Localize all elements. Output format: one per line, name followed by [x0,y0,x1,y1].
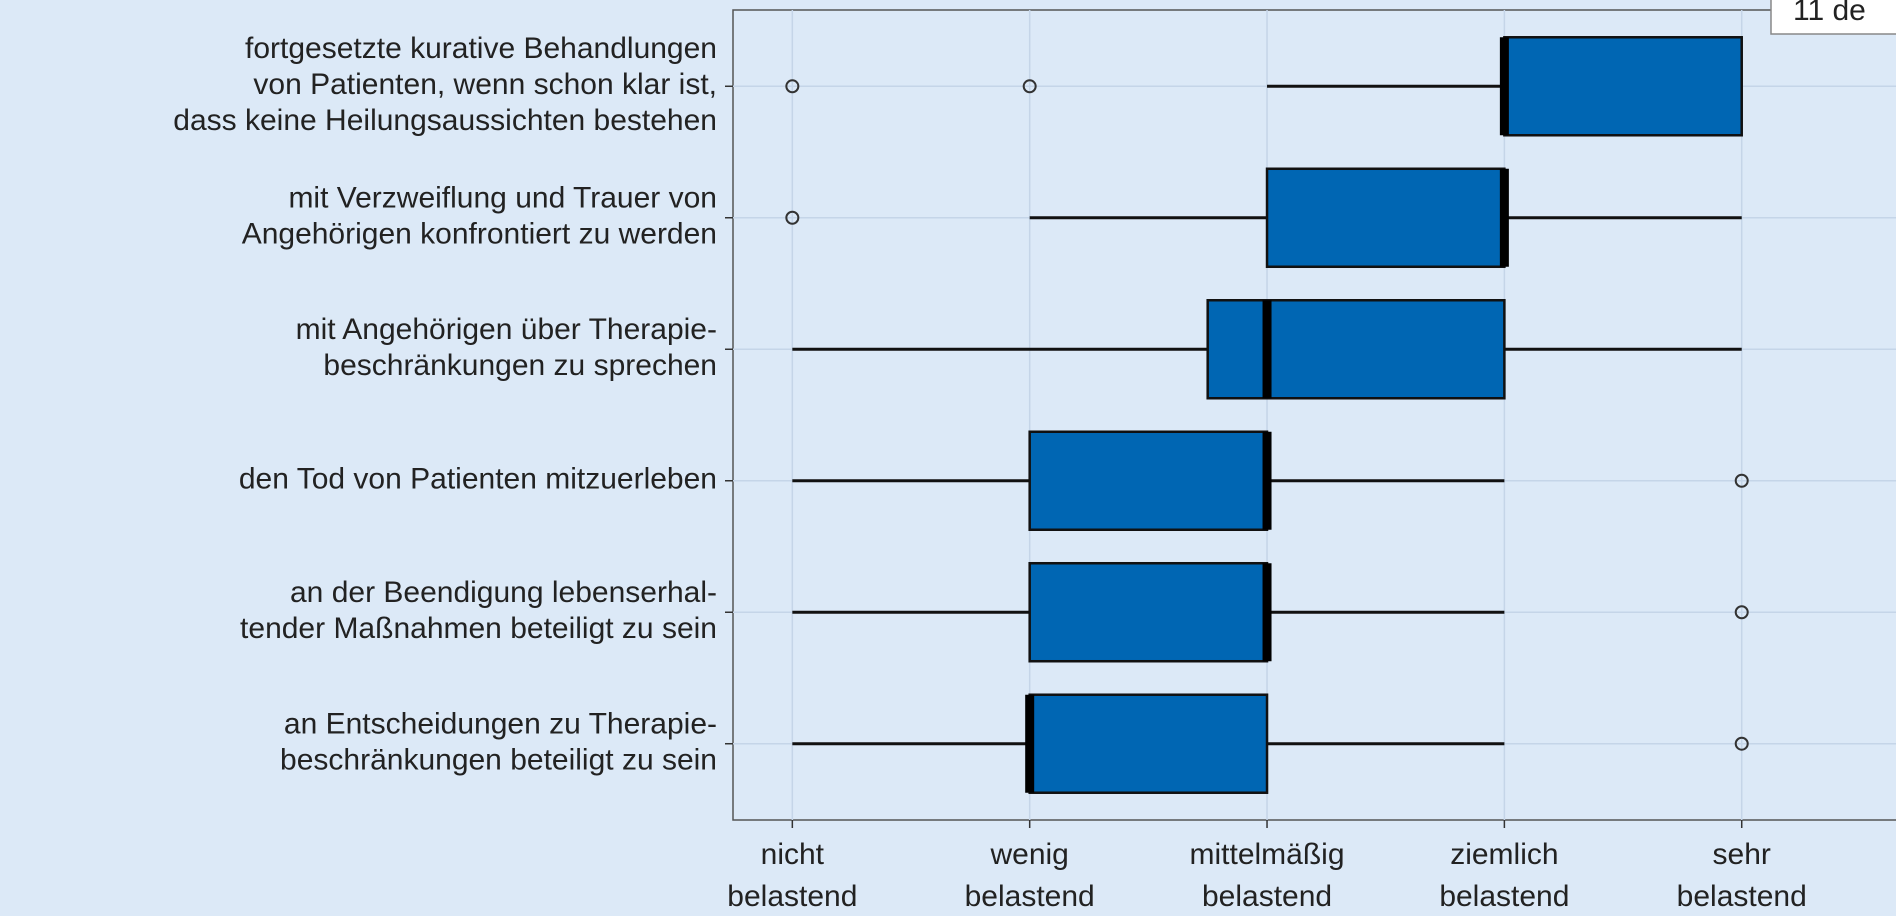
outlier [1022,79,1037,94]
outlier [1734,605,1749,620]
y-tick-label: den Tod von Patienten mitzuerleben [239,463,717,496]
y-tick-label: tender Maßnahmen beteiligt zu sein [240,612,717,645]
x-tick-label: belastend [727,880,857,913]
x-tick-label: belastend [1202,880,1332,913]
x-tick-label: mittelmäßig [1190,838,1345,871]
box [1503,36,1743,137]
plot-area [732,9,1896,821]
x-tick-label: belastend [965,880,1095,913]
box [1028,693,1269,794]
box [1206,299,1506,400]
annotation: 11 de [1793,0,1866,27]
y-tick-label: dass keine Heilungsaussichten bestehen [173,104,717,137]
outlier [1734,736,1749,751]
y-tick-label: an Entscheidungen zu Therapie- [284,708,717,741]
box [1028,561,1269,663]
outlier [785,79,800,94]
x-tick-label: nicht [761,838,825,871]
y-tick-label: von Patienten, wenn schon klar ist, [253,68,717,101]
outlier [1734,473,1749,488]
x-tick-label: sehr [1713,838,1771,871]
x-tick-label: wenig [989,838,1068,871]
outlier [785,210,800,225]
annotation-box [1770,0,1896,35]
y-tick-label: an der Beendigung lebenserhal- [290,576,717,609]
y-tick-label: mit Verzweiflung und Trauer von [288,182,717,215]
box [1028,430,1269,531]
box [1265,167,1506,269]
x-tick-label: belastend [1439,880,1569,913]
y-tick-label: beschränkungen beteiligt zu sein [280,744,717,777]
x-tick-label: belastend [1677,880,1807,913]
y-tick-label: mit Angehörigen über Therapie- [296,313,717,346]
x-tick-label: ziemlich [1450,838,1558,871]
y-tick-label: Angehörigen konfrontiert zu werden [242,218,717,251]
y-tick-label: beschränkungen zu sprechen [323,349,717,382]
y-tick-label: fortgesetzte kurative Behandlungen [245,32,717,65]
